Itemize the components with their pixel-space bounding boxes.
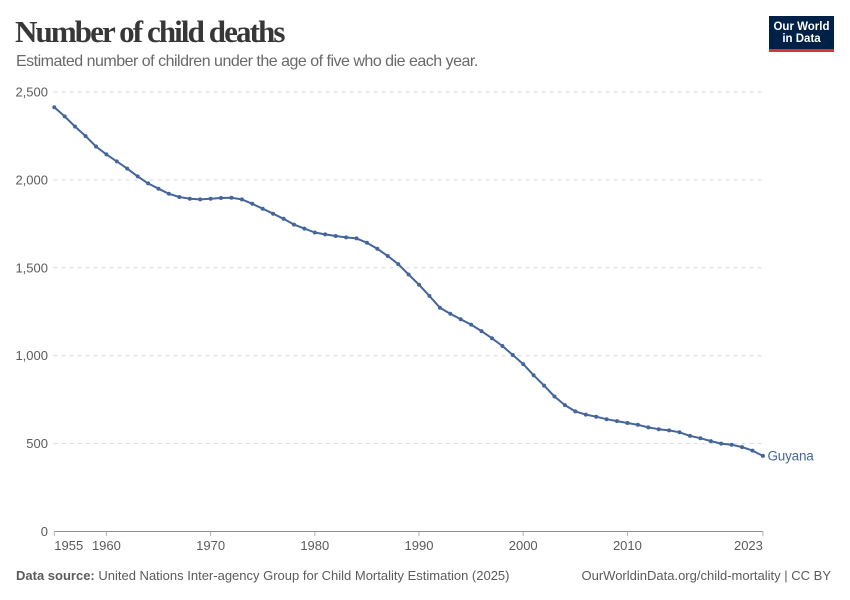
svg-text:2,000: 2,000	[15, 172, 48, 187]
svg-text:1980: 1980	[300, 538, 329, 553]
svg-text:1970: 1970	[196, 538, 225, 553]
svg-text:2010: 2010	[613, 538, 642, 553]
svg-text:500: 500	[26, 436, 48, 451]
svg-text:2,500: 2,500	[15, 85, 48, 100]
svg-text:1,500: 1,500	[15, 260, 48, 275]
svg-text:0: 0	[41, 524, 48, 539]
svg-text:1990: 1990	[405, 538, 434, 553]
svg-text:1955: 1955	[54, 538, 83, 553]
svg-text:2000: 2000	[509, 538, 538, 553]
svg-text:Guyana: Guyana	[768, 449, 815, 464]
svg-text:2023: 2023	[734, 538, 763, 553]
svg-text:1960: 1960	[92, 538, 121, 553]
svg-text:1,000: 1,000	[15, 348, 48, 363]
